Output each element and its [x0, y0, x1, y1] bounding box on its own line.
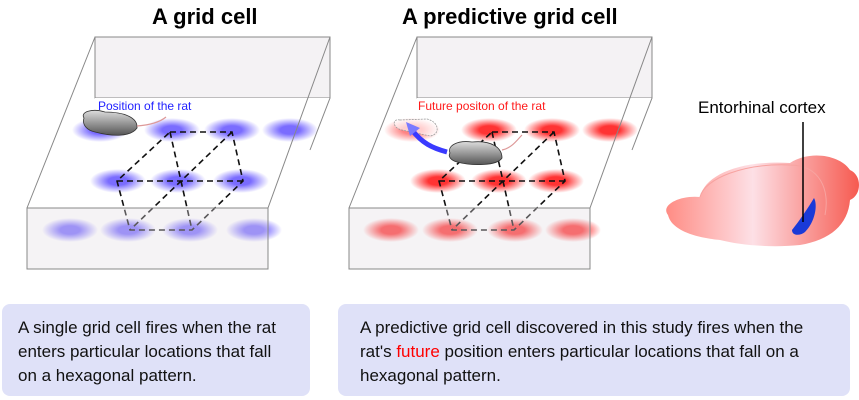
movement-arrow	[410, 128, 448, 155]
firing-field	[422, 218, 478, 242]
rat-tail	[501, 134, 523, 151]
caption-predictive-grid-cell: A predictive grid cell discovered in thi…	[338, 304, 850, 396]
firing-field	[461, 118, 517, 142]
hexagonal-grid-pattern	[116, 131, 244, 231]
arena-front-wall	[26, 207, 269, 270]
firing-field	[545, 218, 601, 242]
future-rat-position-label: Future positon of the rat	[418, 99, 546, 113]
caption-grid-cell: A single grid cell fires when the rat en…	[2, 304, 310, 396]
rat-position-label: Position of the rat	[98, 99, 192, 113]
firing-field	[363, 218, 419, 242]
arena-edges	[348, 36, 653, 269]
firing-field	[524, 118, 580, 142]
rat-icon	[82, 110, 138, 136]
firing-field	[582, 118, 638, 142]
arena-back-wall	[94, 36, 331, 99]
firing-field	[262, 118, 318, 142]
firing-field	[144, 118, 200, 142]
firing-field	[42, 218, 98, 242]
arena-back-wall	[416, 36, 653, 99]
arena-predictive-grid-cell	[348, 36, 653, 270]
arena-edges	[26, 36, 331, 269]
rat-icon	[448, 141, 503, 166]
arena-grid-cell	[26, 36, 331, 270]
arena-front-wall	[348, 207, 591, 270]
entorhinal-cortex-label: Entorhinal cortex	[698, 98, 826, 117]
rat-tail	[136, 116, 167, 127]
panel-title-grid-cell: A grid cell	[152, 4, 258, 29]
arrow-head	[406, 122, 420, 136]
panel-title-predictive-grid-cell: A predictive grid cell	[402, 4, 618, 29]
firing-field	[204, 118, 260, 142]
firing-field	[410, 169, 466, 193]
entorhinal-cortex-region	[792, 198, 816, 235]
firing-field	[528, 169, 584, 193]
firing-field	[100, 218, 156, 242]
caption-text-end: position enters particular locations tha…	[360, 342, 799, 385]
hexagonal-grid-pattern	[438, 131, 566, 231]
brain-illustration	[666, 122, 859, 247]
caption-text-start: A predictive grid cell discovered in thi…	[360, 318, 804, 361]
caption-highlight-future: future	[396, 342, 440, 361]
caption-text: A single grid cell fires when the rat en…	[18, 318, 276, 385]
